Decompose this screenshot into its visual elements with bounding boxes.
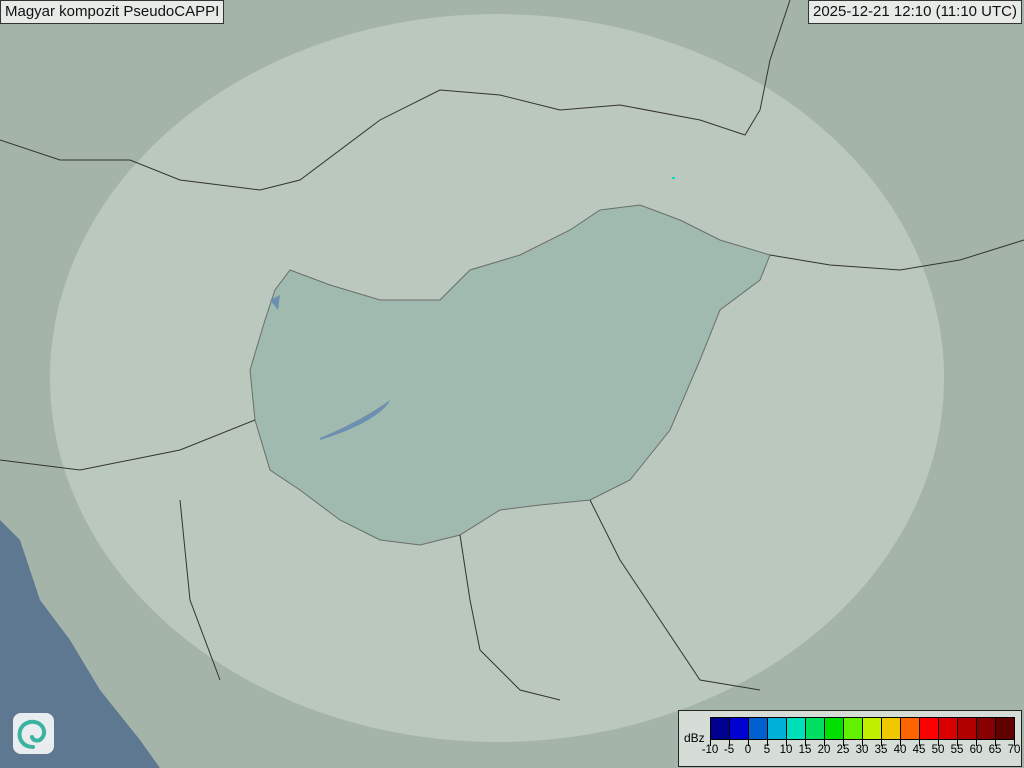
legend-tick <box>862 740 863 746</box>
hungary-border <box>249 204 771 546</box>
legend-tick-label: 35 <box>874 744 888 756</box>
legend-color-cell <box>958 718 977 739</box>
legend-unit: dBz <box>684 731 705 745</box>
legend-color-cell <box>882 718 901 739</box>
legend-tick <box>805 740 806 746</box>
legend-tick-label: -10 <box>701 744 719 756</box>
lake-neusiedl <box>270 295 280 310</box>
legend-tick-label: 55 <box>950 744 964 756</box>
dbz-legend: dBz -10 -5 0 5 10 15 20 25 30 35 40 45 50 55 60 65 70 <box>678 710 1022 767</box>
legend-color-cell <box>749 718 768 739</box>
legend-tick <box>881 740 882 746</box>
legend-color-cell <box>806 718 825 739</box>
legend-tick-label: 10 <box>779 744 793 756</box>
legend-tick-label: 40 <box>893 744 907 756</box>
legend-tick-label: 0 <box>744 744 752 756</box>
legend-tick-label: 20 <box>817 744 831 756</box>
legend-tick <box>843 740 844 746</box>
legend-tick-label: 60 <box>969 744 983 756</box>
legend-color-cell <box>711 718 730 739</box>
legend-tick <box>729 740 730 746</box>
legend-color-cell <box>825 718 844 739</box>
legend-tick <box>957 740 958 746</box>
legend-color-cell <box>901 718 920 739</box>
legend-color-cell <box>768 718 787 739</box>
legend-tick-label: 15 <box>798 744 812 756</box>
legend-tick-label: 65 <box>988 744 1002 756</box>
legend-tick-label: 30 <box>855 744 869 756</box>
legend-tick-label: 5 <box>763 744 771 756</box>
legend-tick <box>938 740 939 746</box>
legend-tick <box>1014 740 1015 746</box>
legend-tick-label: 50 <box>931 744 945 756</box>
legend-color-cell <box>920 718 939 739</box>
legend-tick <box>976 740 977 746</box>
radar-echo <box>672 177 675 179</box>
legend-color-cell <box>996 718 1014 739</box>
legend-color-cell <box>977 718 996 739</box>
country-borders-south <box>0 239 1024 701</box>
color-scale <box>710 717 1015 740</box>
legend-tick <box>748 740 749 746</box>
legend-color-cell <box>844 718 863 739</box>
legend-tick <box>919 740 920 746</box>
adriatic-sea <box>0 520 160 768</box>
country-borders <box>0 0 791 191</box>
timestamp: 2025-12-21 12:10 (11:10 UTC) <box>807 0 1022 24</box>
map-title: Magyar kompozit PseudoCAPPI <box>0 0 225 24</box>
legend-tick-label: -5 <box>723 744 735 756</box>
legend-tick <box>824 740 825 746</box>
lake-balaton <box>320 400 390 440</box>
legend-color-cell <box>730 718 749 739</box>
swirl-logo-icon <box>17 719 47 749</box>
legend-tick <box>710 740 711 746</box>
legend-color-cell <box>939 718 958 739</box>
legend-color-cell <box>787 718 806 739</box>
legend-tick-label: 45 <box>912 744 926 756</box>
legend-tick <box>995 740 996 746</box>
logo <box>13 713 54 754</box>
legend-tick <box>786 740 787 746</box>
legend-tick-label: 25 <box>836 744 850 756</box>
legend-tick-label: 70 <box>1007 744 1021 756</box>
legend-tick <box>900 740 901 746</box>
legend-tick <box>767 740 768 746</box>
legend-color-cell <box>863 718 882 739</box>
